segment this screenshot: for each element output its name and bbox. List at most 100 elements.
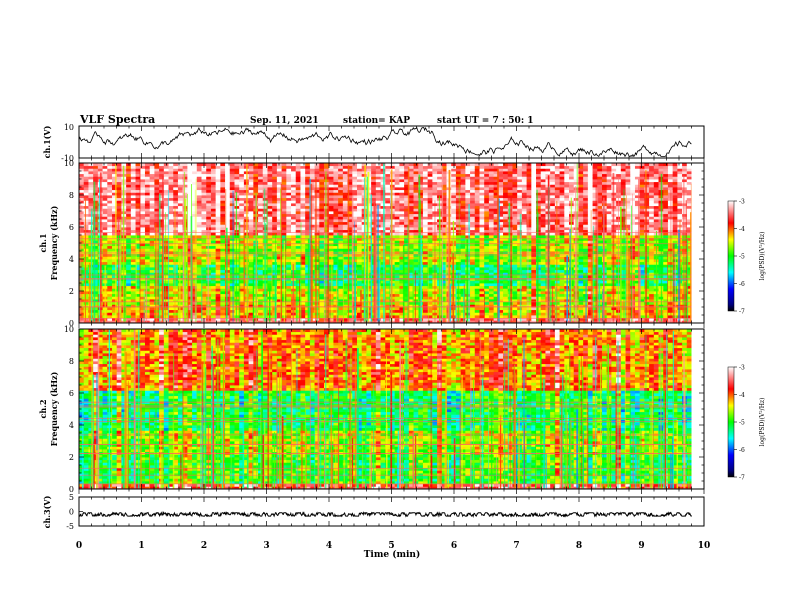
- spectrogram-cell: [634, 296, 641, 300]
- spectrogram-cell: [258, 267, 264, 271]
- spectrogram-cell: [479, 288, 485, 292]
- spectrogram-cell: [126, 224, 132, 228]
- spectrogram-cell: [526, 315, 532, 319]
- spectrogram-cell: [644, 264, 650, 268]
- spectrogram-cell: [413, 237, 419, 241]
- spectrogram-cell: [258, 293, 264, 297]
- spectrogram-cell: [639, 296, 645, 300]
- spectrogram-cell: [649, 224, 655, 228]
- spectrogram-cell: [460, 237, 466, 241]
- spectrogram-cell: [427, 309, 433, 313]
- spectrogram-cell: [634, 317, 641, 321]
- spectrogram-cell: [135, 315, 141, 319]
- spectrogram-cell: [300, 320, 306, 324]
- spectrogram-cell: [210, 280, 217, 284]
- spectrogram-cell: [126, 237, 132, 241]
- spectrogram-cell: [83, 288, 89, 292]
- spectrogram-cell: [210, 299, 217, 303]
- spectrogram-cell: [102, 245, 108, 249]
- spectrogram-cell: [639, 272, 645, 276]
- spectrogram-cell: [130, 291, 136, 295]
- spectrogram-cell: [225, 272, 231, 276]
- spectrogram-cell: [187, 280, 193, 284]
- spectrogram-cell: [460, 256, 466, 260]
- spectrogram-cell: [587, 320, 593, 324]
- spectrogram-cell: [234, 285, 240, 289]
- spectrogram-cell: [342, 264, 348, 268]
- spectrogram-cell: [239, 307, 245, 311]
- spectrogram-cell: [192, 245, 198, 249]
- spectrogram-cell: [107, 309, 113, 313]
- spectrogram-cell: [163, 296, 169, 300]
- spectrogram-cell: [493, 285, 499, 289]
- spectrogram-cell: [644, 256, 650, 260]
- spectrogram-cell: [201, 248, 207, 252]
- spectrogram-cell: [460, 269, 466, 273]
- spectrogram-cell: [267, 237, 273, 241]
- spectrogram-cell: [319, 315, 325, 319]
- spectrogram-cell: [140, 291, 146, 295]
- spectrogram-cell: [484, 256, 490, 260]
- spectrogram-cell: [159, 261, 165, 265]
- spectrogram-cell: [239, 296, 245, 300]
- spectrogram-cell: [319, 261, 325, 265]
- spectrogram-cell: [295, 320, 301, 324]
- spectrogram-cell: [540, 272, 546, 276]
- spectrogram-cell: [126, 317, 132, 321]
- spectrogram-cell: [248, 235, 254, 239]
- spectrogram-cell: [503, 259, 509, 263]
- spectrogram-cell: [215, 299, 221, 303]
- spectrogram-cell: [578, 285, 584, 289]
- spectrogram-cell: [258, 264, 264, 268]
- spectrogram-cell: [187, 261, 193, 265]
- spectrogram-cell: [83, 283, 89, 287]
- spectrogram-cell: [83, 259, 89, 263]
- spectrogram-cell: [93, 272, 99, 276]
- spectrogram-cell: [380, 235, 386, 239]
- spectrogram-cell: [333, 256, 339, 260]
- spectrogram-cell: [338, 315, 344, 319]
- spectrogram-cell: [192, 301, 198, 305]
- spectrogram-cell: [663, 293, 669, 297]
- spectrogram-cell: [319, 269, 325, 273]
- spectrogram-cell: [686, 267, 692, 271]
- spectrogram-cell: [248, 296, 254, 300]
- spectrogram-cell: [356, 291, 363, 295]
- spectrogram-cell: [144, 224, 151, 228]
- spectrogram-cell: [173, 307, 179, 311]
- spectrogram-cell: [83, 315, 89, 319]
- spectrogram-cell: [404, 288, 410, 292]
- spectrogram-cell: [484, 296, 490, 300]
- spectrogram-cell: [83, 232, 89, 236]
- spectrogram-cell: [196, 283, 202, 287]
- spectrogram-cell: [159, 256, 165, 260]
- spectrogram-cell: [470, 248, 476, 252]
- spectrogram-cell: [187, 264, 193, 268]
- spectrogram-cell: [413, 267, 419, 271]
- spectrogram-cell: [639, 307, 645, 311]
- spectrogram-cell: [220, 280, 226, 284]
- spectrogram-cell: [606, 301, 612, 305]
- spectrogram-cell: [328, 301, 334, 305]
- spectrogram-cell: [540, 245, 546, 249]
- spectrogram-cell: [356, 245, 363, 249]
- spectrogram-cell: [385, 232, 391, 236]
- spectrogram-cell: [107, 301, 113, 305]
- spectrogram-cell: [163, 267, 169, 271]
- spectrogram-cell: [488, 240, 495, 244]
- spectrogram-cell: [168, 288, 174, 292]
- spectrogram-cell: [333, 304, 339, 308]
- spectrogram-cell: [126, 269, 132, 273]
- spectrogram-cell: [512, 267, 518, 271]
- spectrogram-cell: [404, 272, 410, 276]
- spectrogram-cell: [342, 240, 348, 244]
- spectrogram-cell: [667, 280, 674, 284]
- spectrogram-cell: [606, 320, 612, 324]
- spectrogram-cell: [578, 299, 584, 303]
- spectrogram-cell: [342, 309, 348, 313]
- spectrogram-cell: [300, 315, 306, 319]
- spectrogram-cell: [159, 288, 165, 292]
- spectrogram-cell: [470, 304, 476, 308]
- spectrogram-cell: [583, 248, 589, 252]
- spectrogram-cell: [201, 232, 207, 236]
